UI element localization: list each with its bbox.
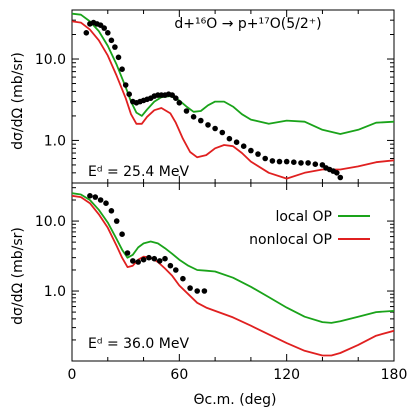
data-point-top bbox=[173, 95, 179, 101]
data-point-top bbox=[205, 122, 211, 128]
data-point-bottom bbox=[108, 208, 115, 214]
series-line-local-top bbox=[72, 12, 394, 135]
data-point-top bbox=[233, 139, 240, 145]
data-point-bottom bbox=[97, 197, 104, 203]
data-point-top bbox=[115, 54, 122, 61]
top-panel: 1.0 10.0 bbox=[35, 9, 395, 184]
data-point-bottom bbox=[135, 259, 141, 265]
plot-area-bottom bbox=[72, 192, 394, 357]
y-tick-label-top: 10.0 bbox=[35, 52, 66, 68]
data-point-bottom bbox=[156, 258, 163, 264]
x-tick-label: 60 bbox=[170, 367, 188, 383]
data-point-top bbox=[262, 155, 269, 162]
plot-frame-bottom bbox=[71, 182, 395, 362]
x-tick-label: 0 bbox=[68, 367, 77, 383]
data-point-bottom bbox=[124, 250, 131, 256]
data-point-bottom bbox=[201, 288, 208, 294]
data-point-top bbox=[122, 82, 129, 88]
data-point-top bbox=[219, 129, 226, 136]
data-point-top bbox=[283, 158, 290, 165]
series-line-nonlocal-bottom bbox=[72, 194, 394, 357]
energy-annotation-bottom: Eᵈ = 36.0 MeV bbox=[88, 336, 189, 352]
data-point-top bbox=[337, 174, 344, 181]
x-axis-label: Θc.m. (deg) bbox=[193, 392, 276, 408]
data-point-top bbox=[226, 135, 233, 142]
data-point-bottom bbox=[92, 194, 99, 200]
legend-label-local: local OP bbox=[275, 209, 332, 225]
data-point-bottom bbox=[140, 256, 147, 263]
bottom-panel: 0 60 120 180 1.0 10.0 bbox=[35, 182, 407, 383]
legend-label-nonlocal: nonlocal OP bbox=[249, 232, 332, 248]
data-point-top bbox=[240, 143, 247, 149]
y-axis-label-bottom: dσ/dΩ (mb/sr) bbox=[10, 227, 26, 325]
y-tick-label-top: 1.0 bbox=[44, 133, 66, 149]
data-point-bottom bbox=[162, 255, 168, 262]
energy-annotation-top: Eᵈ = 25.4 MeV bbox=[88, 164, 189, 180]
data-point-bottom bbox=[113, 218, 120, 224]
data-point-top bbox=[190, 114, 197, 120]
series-line-nonlocal-top bbox=[72, 20, 394, 180]
plot-frame-top bbox=[71, 9, 395, 184]
y-tick-label-bottom: 1.0 bbox=[44, 284, 66, 300]
data-point-top bbox=[119, 66, 125, 72]
data-point-bottom bbox=[146, 254, 152, 261]
y-axis-label-top: dσ/dΩ (mb/sr) bbox=[10, 52, 26, 150]
data-point-top bbox=[108, 37, 115, 44]
data-point-bottom bbox=[119, 231, 125, 237]
data-point-bottom bbox=[130, 258, 136, 264]
data-point-top bbox=[105, 30, 111, 36]
data-point-top bbox=[305, 160, 311, 166]
data-point-bottom bbox=[167, 262, 174, 269]
data-point-top bbox=[112, 44, 118, 50]
data-point-bottom bbox=[103, 200, 109, 206]
data-point-top bbox=[276, 158, 283, 165]
x-tick-label: 120 bbox=[273, 367, 300, 383]
data-point-bottom bbox=[151, 255, 158, 262]
x-tick-label: 180 bbox=[381, 367, 407, 383]
data-point-bottom bbox=[87, 193, 93, 199]
data-point-top bbox=[269, 158, 276, 164]
reaction-title: d+¹⁶O → p+¹⁷O(5/2⁺) bbox=[174, 16, 321, 32]
data-point-top bbox=[248, 147, 254, 154]
data-point-top bbox=[126, 91, 132, 97]
data-point-bottom bbox=[180, 275, 186, 282]
data-point-bottom bbox=[173, 267, 179, 273]
data-point-top bbox=[291, 159, 297, 165]
data-point-top bbox=[212, 125, 218, 132]
data-point-top bbox=[312, 161, 319, 167]
data-point-top bbox=[183, 108, 190, 114]
data-point-top bbox=[298, 160, 304, 166]
y-tick-label-bottom: 10.0 bbox=[35, 214, 66, 230]
data-point-top bbox=[101, 25, 107, 31]
series-line-local-bottom bbox=[72, 192, 394, 324]
data-point-top bbox=[255, 151, 261, 157]
data-point-top bbox=[334, 170, 340, 176]
data-point-top bbox=[198, 117, 204, 124]
data-point-top bbox=[176, 100, 183, 106]
data-point-bottom bbox=[187, 285, 193, 291]
plot-area-top bbox=[72, 12, 394, 181]
legend: local OP nonlocal OP bbox=[249, 209, 370, 248]
data-point-top bbox=[83, 30, 90, 36]
data-point-bottom bbox=[194, 288, 200, 294]
